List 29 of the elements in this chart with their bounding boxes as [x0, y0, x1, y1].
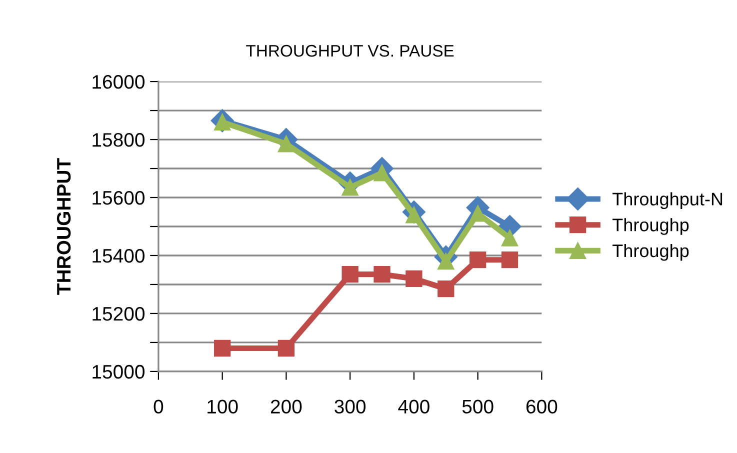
- point: [501, 252, 518, 268]
- y-tick-label: 15600: [92, 190, 145, 205]
- chart-title: THROUGHPUT VS. PAUSE: [246, 44, 454, 57]
- x-tick-label: 500: [462, 400, 494, 414]
- x-tick-label: 600: [526, 400, 558, 414]
- point: [374, 266, 390, 283]
- legend-label: Throughp: [612, 244, 689, 261]
- point: [214, 340, 231, 357]
- legend-label: Throughp: [612, 218, 689, 235]
- y-tick-label: 15200: [92, 306, 145, 321]
- point: [374, 164, 390, 182]
- point: [278, 136, 295, 152]
- y-tick-label: 16000: [92, 75, 145, 89]
- point: [501, 230, 518, 246]
- x-tick-label: 200: [270, 400, 302, 414]
- point: [438, 280, 454, 298]
- point: [469, 252, 486, 268]
- x-tick-label: 400: [398, 400, 430, 414]
- point: [278, 340, 295, 357]
- point: [406, 270, 422, 288]
- y-tick-label: 15400: [92, 248, 145, 263]
- x-tick-label: 0: [154, 400, 164, 414]
- x-tick-label: 100: [208, 400, 238, 414]
- x-tick-label: 300: [334, 400, 366, 414]
- y-tick-label: 15000: [92, 364, 145, 379]
- y-tick-label: 15800: [92, 132, 145, 147]
- y-axis-title: THROUGHPUT: [56, 158, 71, 295]
- point: [342, 266, 358, 283]
- legend-label: Throughput-N: [612, 192, 722, 210]
